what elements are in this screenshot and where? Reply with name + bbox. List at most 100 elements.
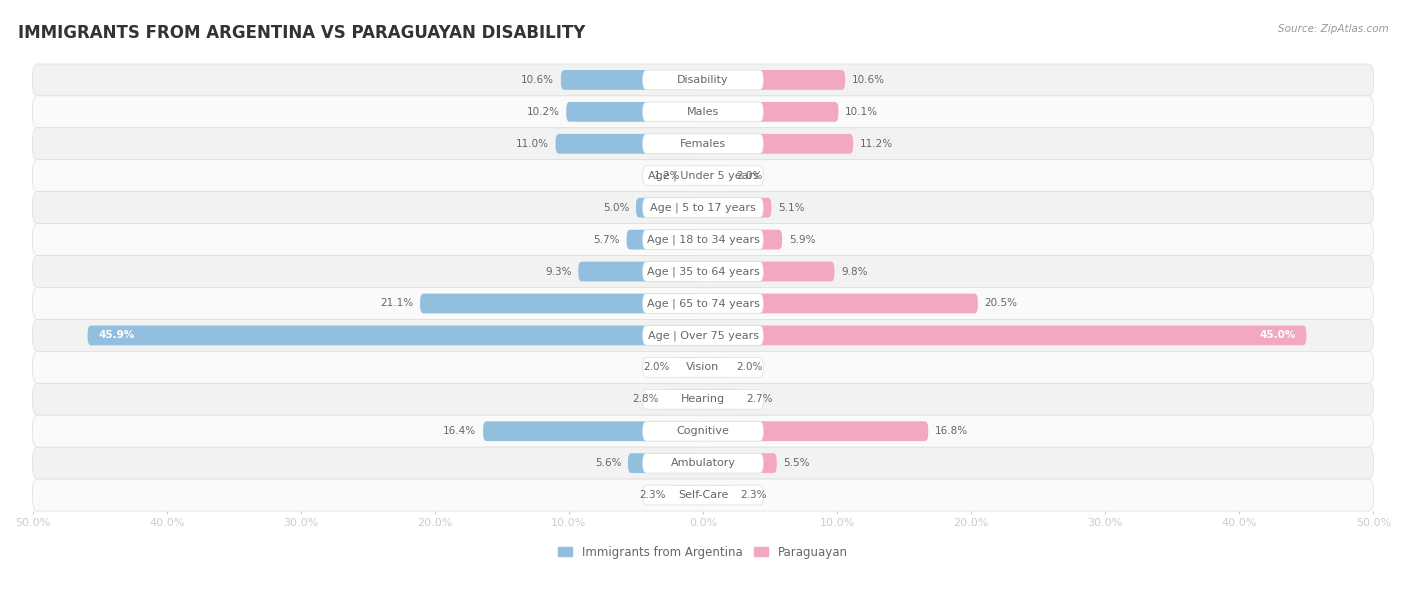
FancyBboxPatch shape	[32, 256, 1374, 288]
FancyBboxPatch shape	[567, 102, 703, 122]
FancyBboxPatch shape	[703, 262, 834, 282]
Text: Males: Males	[688, 107, 718, 117]
Text: 5.1%: 5.1%	[778, 203, 804, 212]
FancyBboxPatch shape	[636, 198, 703, 217]
FancyBboxPatch shape	[643, 134, 763, 154]
Text: Vision: Vision	[686, 362, 720, 372]
FancyBboxPatch shape	[32, 351, 1374, 383]
Legend: Immigrants from Argentina, Paraguayan: Immigrants from Argentina, Paraguayan	[554, 541, 852, 563]
FancyBboxPatch shape	[32, 128, 1374, 160]
FancyBboxPatch shape	[703, 485, 734, 505]
Text: 2.3%: 2.3%	[741, 490, 768, 500]
Text: 9.3%: 9.3%	[546, 267, 572, 277]
Text: 21.1%: 21.1%	[380, 299, 413, 308]
FancyBboxPatch shape	[703, 453, 776, 473]
FancyBboxPatch shape	[32, 447, 1374, 479]
FancyBboxPatch shape	[32, 160, 1374, 192]
FancyBboxPatch shape	[32, 96, 1374, 128]
Text: Females: Females	[681, 139, 725, 149]
FancyBboxPatch shape	[643, 294, 763, 313]
Text: 5.9%: 5.9%	[789, 234, 815, 245]
FancyBboxPatch shape	[703, 230, 782, 250]
Text: 11.2%: 11.2%	[860, 139, 893, 149]
FancyBboxPatch shape	[643, 485, 763, 505]
FancyBboxPatch shape	[672, 485, 703, 505]
Text: 5.7%: 5.7%	[593, 234, 620, 245]
Text: IMMIGRANTS FROM ARGENTINA VS PARAGUAYAN DISABILITY: IMMIGRANTS FROM ARGENTINA VS PARAGUAYAN …	[18, 24, 586, 42]
FancyBboxPatch shape	[643, 166, 763, 185]
FancyBboxPatch shape	[703, 294, 977, 313]
FancyBboxPatch shape	[628, 453, 703, 473]
Text: 10.6%: 10.6%	[852, 75, 884, 85]
Text: 2.0%: 2.0%	[737, 362, 763, 372]
FancyBboxPatch shape	[420, 294, 703, 313]
Text: Age | Under 5 years: Age | Under 5 years	[648, 171, 758, 181]
FancyBboxPatch shape	[643, 421, 763, 441]
FancyBboxPatch shape	[703, 389, 740, 409]
FancyBboxPatch shape	[32, 223, 1374, 256]
Text: Age | 35 to 64 years: Age | 35 to 64 years	[647, 266, 759, 277]
FancyBboxPatch shape	[688, 166, 703, 185]
FancyBboxPatch shape	[32, 415, 1374, 447]
FancyBboxPatch shape	[643, 453, 763, 473]
Text: Disability: Disability	[678, 75, 728, 85]
FancyBboxPatch shape	[643, 102, 763, 122]
FancyBboxPatch shape	[643, 326, 763, 345]
FancyBboxPatch shape	[32, 192, 1374, 223]
Text: Self-Care: Self-Care	[678, 490, 728, 500]
Text: 5.6%: 5.6%	[595, 458, 621, 468]
Text: Source: ZipAtlas.com: Source: ZipAtlas.com	[1278, 24, 1389, 34]
FancyBboxPatch shape	[665, 389, 703, 409]
Text: 9.8%: 9.8%	[841, 267, 868, 277]
FancyBboxPatch shape	[643, 389, 763, 409]
FancyBboxPatch shape	[643, 70, 763, 90]
FancyBboxPatch shape	[578, 262, 703, 282]
Text: 16.8%: 16.8%	[935, 426, 969, 436]
FancyBboxPatch shape	[703, 357, 730, 377]
FancyBboxPatch shape	[703, 326, 1306, 345]
Text: 2.0%: 2.0%	[643, 362, 669, 372]
FancyBboxPatch shape	[703, 421, 928, 441]
Text: 5.5%: 5.5%	[783, 458, 810, 468]
Text: Ambulatory: Ambulatory	[671, 458, 735, 468]
FancyBboxPatch shape	[703, 70, 845, 90]
FancyBboxPatch shape	[703, 102, 838, 122]
Text: Hearing: Hearing	[681, 394, 725, 405]
Text: 10.2%: 10.2%	[526, 107, 560, 117]
Text: 16.4%: 16.4%	[443, 426, 477, 436]
FancyBboxPatch shape	[643, 262, 763, 282]
Text: Age | 5 to 17 years: Age | 5 to 17 years	[650, 203, 756, 213]
Text: Age | 18 to 34 years: Age | 18 to 34 years	[647, 234, 759, 245]
Text: 10.1%: 10.1%	[845, 107, 879, 117]
FancyBboxPatch shape	[703, 134, 853, 154]
FancyBboxPatch shape	[32, 319, 1374, 351]
FancyBboxPatch shape	[643, 198, 763, 217]
FancyBboxPatch shape	[87, 326, 703, 345]
Text: 45.9%: 45.9%	[98, 330, 135, 340]
Text: 2.0%: 2.0%	[737, 171, 763, 181]
FancyBboxPatch shape	[32, 479, 1374, 511]
FancyBboxPatch shape	[32, 64, 1374, 96]
FancyBboxPatch shape	[561, 70, 703, 90]
Text: 5.0%: 5.0%	[603, 203, 630, 212]
Text: 1.2%: 1.2%	[654, 171, 681, 181]
FancyBboxPatch shape	[627, 230, 703, 250]
FancyBboxPatch shape	[484, 421, 703, 441]
FancyBboxPatch shape	[32, 288, 1374, 319]
FancyBboxPatch shape	[32, 383, 1374, 415]
FancyBboxPatch shape	[643, 357, 763, 377]
FancyBboxPatch shape	[555, 134, 703, 154]
Text: 2.8%: 2.8%	[633, 394, 659, 405]
Text: 45.0%: 45.0%	[1260, 330, 1295, 340]
Text: 10.6%: 10.6%	[522, 75, 554, 85]
Text: Cognitive: Cognitive	[676, 426, 730, 436]
Text: 2.3%: 2.3%	[638, 490, 665, 500]
FancyBboxPatch shape	[703, 166, 730, 185]
Text: 2.7%: 2.7%	[747, 394, 772, 405]
FancyBboxPatch shape	[703, 198, 772, 217]
Text: 11.0%: 11.0%	[516, 139, 548, 149]
Text: Age | 65 to 74 years: Age | 65 to 74 years	[647, 298, 759, 308]
Text: Age | Over 75 years: Age | Over 75 years	[648, 330, 758, 341]
FancyBboxPatch shape	[643, 230, 763, 250]
Text: 20.5%: 20.5%	[984, 299, 1018, 308]
